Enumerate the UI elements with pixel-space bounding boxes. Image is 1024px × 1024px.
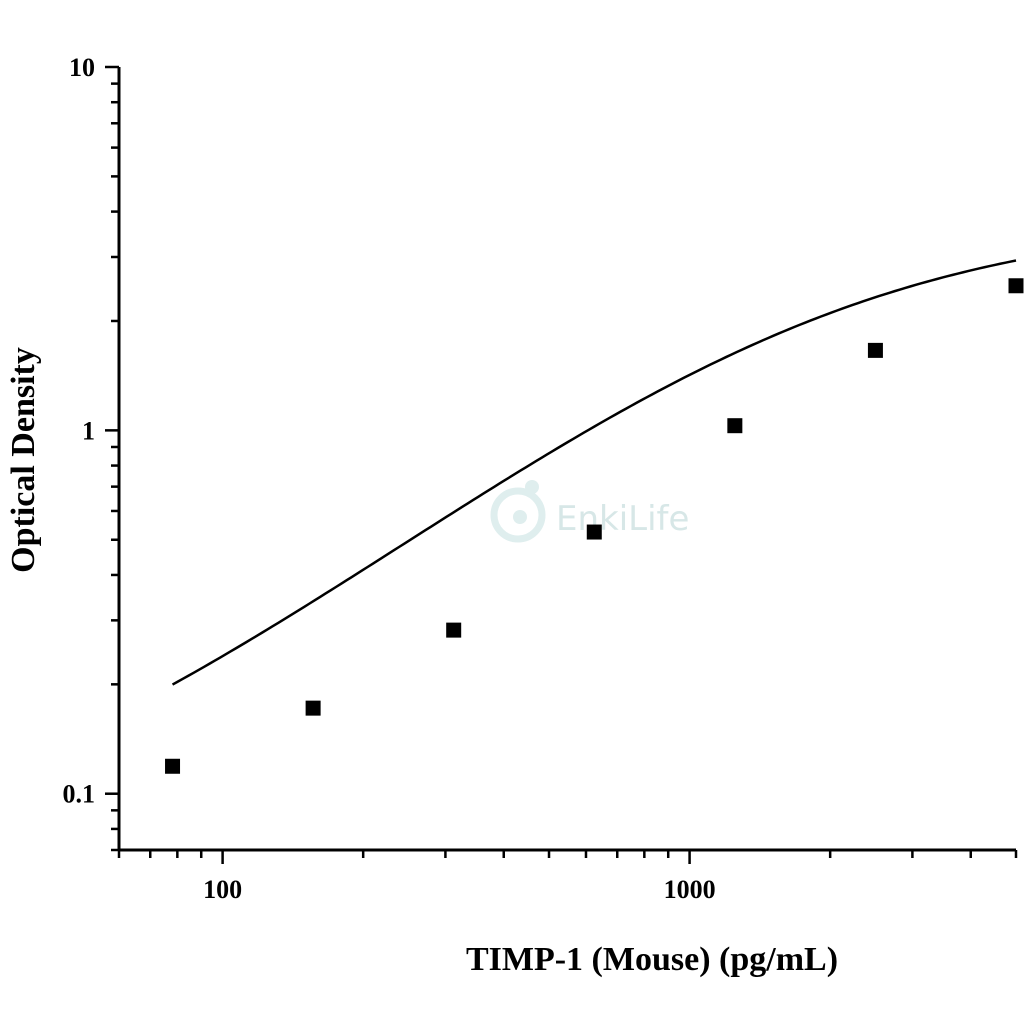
fit-curve <box>171 259 1017 686</box>
data-point <box>867 342 883 358</box>
data-point <box>165 758 181 774</box>
y-tick-label: 10 <box>69 53 95 82</box>
x-tick-label: 100 <box>203 875 242 904</box>
axes: 100 1000 0.1 1 10 <box>63 53 1018 904</box>
y-axis-title: Optical Density <box>5 347 42 573</box>
x-tick-label: 1000 <box>664 875 716 904</box>
watermark-logo-icon <box>490 480 546 543</box>
data-point <box>727 418 743 434</box>
watermark: EnkiLife <box>490 480 689 543</box>
fit-curve-layer <box>171 259 1017 686</box>
data-points <box>165 278 1024 774</box>
y-tick-label: 1 <box>82 416 95 445</box>
x-axis-title: TIMP-1 (Mouse) (pg/mL) <box>466 941 838 978</box>
data-point <box>586 524 602 540</box>
watermark-text: EnkiLife <box>556 499 689 539</box>
data-point <box>305 700 321 716</box>
y-tick-label: 0.1 <box>63 780 96 809</box>
data-point <box>1008 278 1024 294</box>
data-point <box>446 622 462 638</box>
